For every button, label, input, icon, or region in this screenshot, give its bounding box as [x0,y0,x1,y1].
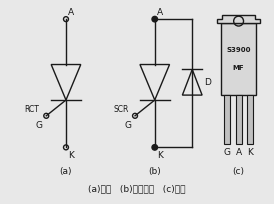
Text: K: K [247,148,253,157]
Bar [224,95,230,144]
Text: D: D [204,78,211,87]
Bar [221,23,256,95]
Text: (a): (a) [60,167,72,176]
Text: RCT: RCT [25,105,39,114]
Text: MF: MF [233,65,244,71]
Polygon shape [217,15,260,23]
Text: K: K [157,151,162,160]
Circle shape [152,16,158,22]
Text: K: K [68,151,74,160]
Text: G: G [223,148,230,157]
Text: G: G [35,121,42,130]
Text: (c): (c) [233,167,245,176]
Text: A: A [68,8,74,17]
Text: G: G [124,121,131,130]
Text: (a)符号   (b)等效电路   (c)外形: (a)符号 (b)等效电路 (c)外形 [88,184,186,193]
Bar [236,95,242,144]
Circle shape [152,145,158,150]
Text: A: A [236,148,242,157]
Text: (b): (b) [149,167,161,176]
Text: A: A [157,8,163,17]
Bar [247,95,253,144]
Text: SCR: SCR [113,105,129,114]
Text: S3900: S3900 [226,48,251,53]
